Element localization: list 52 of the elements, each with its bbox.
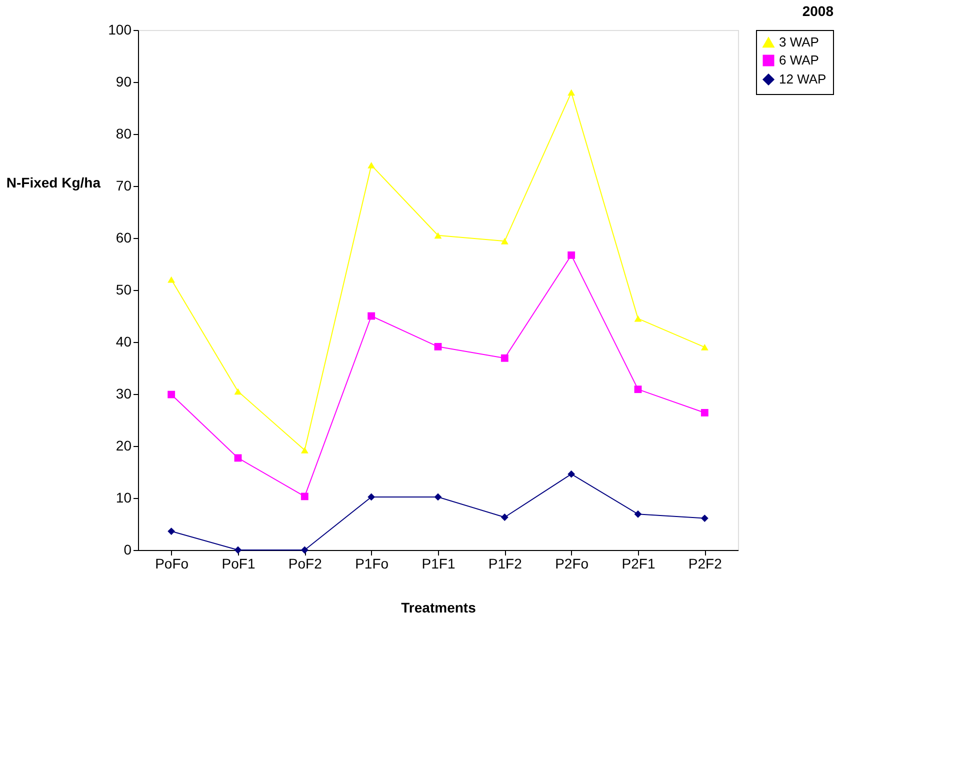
legend-label: 3 WAP bbox=[779, 34, 819, 50]
y-tick-label: 40 bbox=[116, 334, 132, 350]
point bbox=[300, 492, 308, 500]
x-axis-title: Treatments bbox=[401, 600, 476, 616]
point bbox=[700, 344, 708, 350]
y-axis-title: N-Fixed Kg/ha bbox=[6, 174, 101, 190]
x-tick-label: P1F1 bbox=[422, 556, 456, 572]
point bbox=[568, 251, 576, 259]
y-tick-label: 70 bbox=[116, 178, 132, 194]
point bbox=[634, 510, 642, 518]
point bbox=[368, 312, 376, 320]
y-tick-label: 80 bbox=[116, 126, 132, 142]
point bbox=[500, 514, 508, 521]
point bbox=[700, 514, 708, 522]
legend-label: 12 WAP bbox=[779, 72, 826, 86]
point bbox=[234, 546, 242, 554]
x-tick-label: P1Fo bbox=[355, 556, 389, 572]
point bbox=[568, 470, 576, 478]
point bbox=[168, 390, 176, 398]
point bbox=[168, 276, 176, 283]
point bbox=[634, 315, 642, 322]
x-tick-label: P2F1 bbox=[622, 556, 656, 572]
point bbox=[500, 354, 508, 362]
point bbox=[500, 238, 508, 244]
point bbox=[568, 89, 576, 96]
y-tick-label: 30 bbox=[116, 386, 132, 402]
point bbox=[300, 446, 308, 454]
point bbox=[368, 493, 376, 501]
point bbox=[634, 386, 642, 394]
point bbox=[300, 546, 308, 554]
x-tick-label: P1F2 bbox=[488, 556, 522, 572]
y-tick-label: 90 bbox=[116, 74, 132, 90]
x-tick-label: PoF2 bbox=[288, 556, 322, 572]
point bbox=[434, 232, 442, 239]
point bbox=[700, 409, 708, 416]
point bbox=[434, 342, 442, 350]
x-tick-label: PoF1 bbox=[222, 556, 256, 572]
x-tick-label: P2Fo bbox=[555, 556, 589, 572]
point bbox=[168, 528, 176, 535]
y-tick-label: 100 bbox=[108, 22, 132, 38]
y-tick-label: 50 bbox=[116, 282, 132, 298]
x-tick-label: P2F2 bbox=[688, 556, 722, 572]
legend-label: 6 WAP bbox=[779, 52, 819, 68]
point bbox=[368, 162, 376, 168]
y-tick-label: 60 bbox=[116, 230, 132, 246]
point bbox=[234, 388, 242, 395]
point bbox=[434, 493, 442, 501]
y-tick-label: 20 bbox=[116, 438, 132, 454]
x-tick-label: PoFo bbox=[155, 556, 189, 572]
y-tick-label: 0 bbox=[124, 542, 132, 558]
y-tick-label: 10 bbox=[116, 490, 132, 506]
text: 2008 bbox=[802, 3, 834, 19]
